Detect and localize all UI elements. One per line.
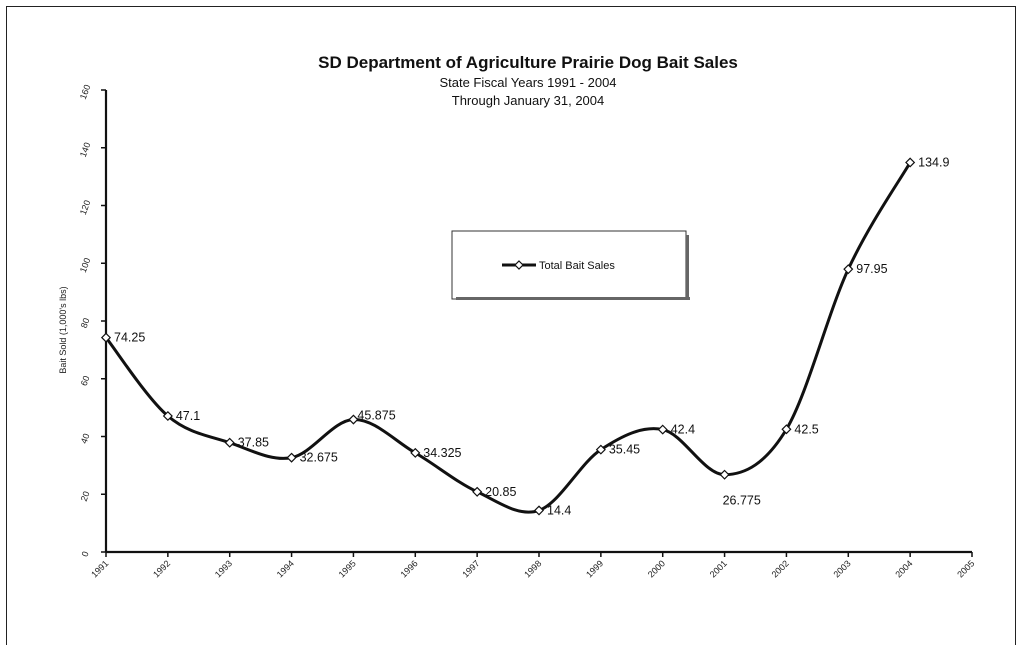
y-tick-label: 40 bbox=[79, 432, 92, 445]
data-label: 42.4 bbox=[671, 423, 695, 437]
data-point-marker bbox=[781, 424, 792, 435]
chart-title: SD Department of Agriculture Prairie Dog… bbox=[318, 53, 738, 72]
data-label: 26.775 bbox=[723, 494, 761, 508]
x-tick-label: 2002 bbox=[770, 558, 791, 579]
legend-marker-swatch bbox=[514, 260, 524, 270]
data-point-marker bbox=[719, 469, 730, 480]
data-point-marker bbox=[410, 447, 421, 458]
data-point-marker bbox=[533, 505, 545, 516]
y-tick-label: 0 bbox=[80, 550, 91, 558]
x-tick-label: 1993 bbox=[213, 558, 234, 579]
data-point-marker bbox=[657, 424, 668, 435]
data-point-marker bbox=[100, 332, 112, 343]
x-tick-label: 1997 bbox=[460, 558, 481, 579]
data-point-marker bbox=[843, 264, 854, 275]
x-tick-label: 1998 bbox=[522, 558, 543, 579]
legend-shadow-right bbox=[686, 235, 689, 300]
chart-subtitle-line-2: Through January 31, 2004 bbox=[452, 93, 605, 108]
series-layer bbox=[100, 157, 916, 516]
legend: Total Bait Sales bbox=[451, 230, 690, 300]
y-tick-label: 120 bbox=[78, 199, 93, 217]
data-label: 42.5 bbox=[794, 422, 818, 436]
data-point-marker bbox=[224, 437, 235, 448]
x-tick-label: 1995 bbox=[337, 558, 358, 579]
data-point-marker bbox=[905, 157, 916, 168]
data-label: 20.85 bbox=[485, 485, 516, 499]
x-tick-label: 2003 bbox=[831, 558, 852, 579]
y-tick-label: 60 bbox=[79, 374, 92, 387]
axes bbox=[104, 90, 972, 554]
x-tick-label: 2001 bbox=[708, 558, 729, 579]
data-label: 47.1 bbox=[176, 409, 200, 423]
data-label: 35.45 bbox=[609, 443, 640, 457]
x-tick-label: 1996 bbox=[398, 558, 419, 579]
x-tick-label: 1992 bbox=[151, 558, 172, 579]
data-label: 34.325 bbox=[423, 446, 461, 460]
legend-entry-total-bait-sales: Total Bait Sales bbox=[539, 260, 615, 272]
data-label: 37.85 bbox=[238, 436, 269, 450]
x-tick-label: 2004 bbox=[893, 558, 914, 579]
legend-shadow-bottom bbox=[456, 297, 690, 300]
legend-box bbox=[451, 230, 687, 300]
data-point-marker bbox=[595, 444, 606, 455]
x-tick-label: 1999 bbox=[584, 558, 605, 579]
y-tick-label: 20 bbox=[79, 490, 92, 503]
x-tick-label: 1991 bbox=[89, 558, 110, 579]
y-tick-label: 80 bbox=[79, 317, 92, 330]
chart-subtitle-line-1: State Fiscal Years 1991 - 2004 bbox=[439, 75, 616, 90]
data-labels: 74.25 47.1 37.85 32.675 45.875 34.325 20.85 14.… bbox=[114, 155, 949, 517]
y-tick-label: 100 bbox=[78, 256, 93, 274]
y-tick-label: 140 bbox=[78, 141, 93, 159]
series-line-total-bait-sales bbox=[104, 161, 912, 514]
data-point-marker bbox=[348, 414, 359, 425]
data-point-marker bbox=[286, 452, 297, 463]
ticks: 1991 1992 1993 1994 1995 1996 1997 1998 1999 2000… bbox=[78, 83, 977, 579]
data-point-marker bbox=[472, 486, 483, 497]
data-label: 14.4 bbox=[547, 503, 571, 517]
x-tick-label: 2000 bbox=[646, 558, 667, 579]
x-tick-label: 1994 bbox=[275, 558, 296, 579]
y-axis-label: Bait Sold (1,000's lbs) bbox=[58, 286, 68, 373]
data-label: 32.675 bbox=[300, 451, 338, 465]
chart-page bbox=[6, 6, 1016, 645]
x-tick-label: 2005 bbox=[955, 558, 976, 579]
data-label: 97.95 bbox=[856, 262, 887, 276]
data-label: 45.875 bbox=[357, 409, 395, 423]
y-tick-label: 160 bbox=[78, 83, 93, 101]
data-label: 74.25 bbox=[114, 331, 145, 345]
data-label: 134.9 bbox=[918, 155, 949, 169]
data-point-marker bbox=[162, 410, 173, 422]
